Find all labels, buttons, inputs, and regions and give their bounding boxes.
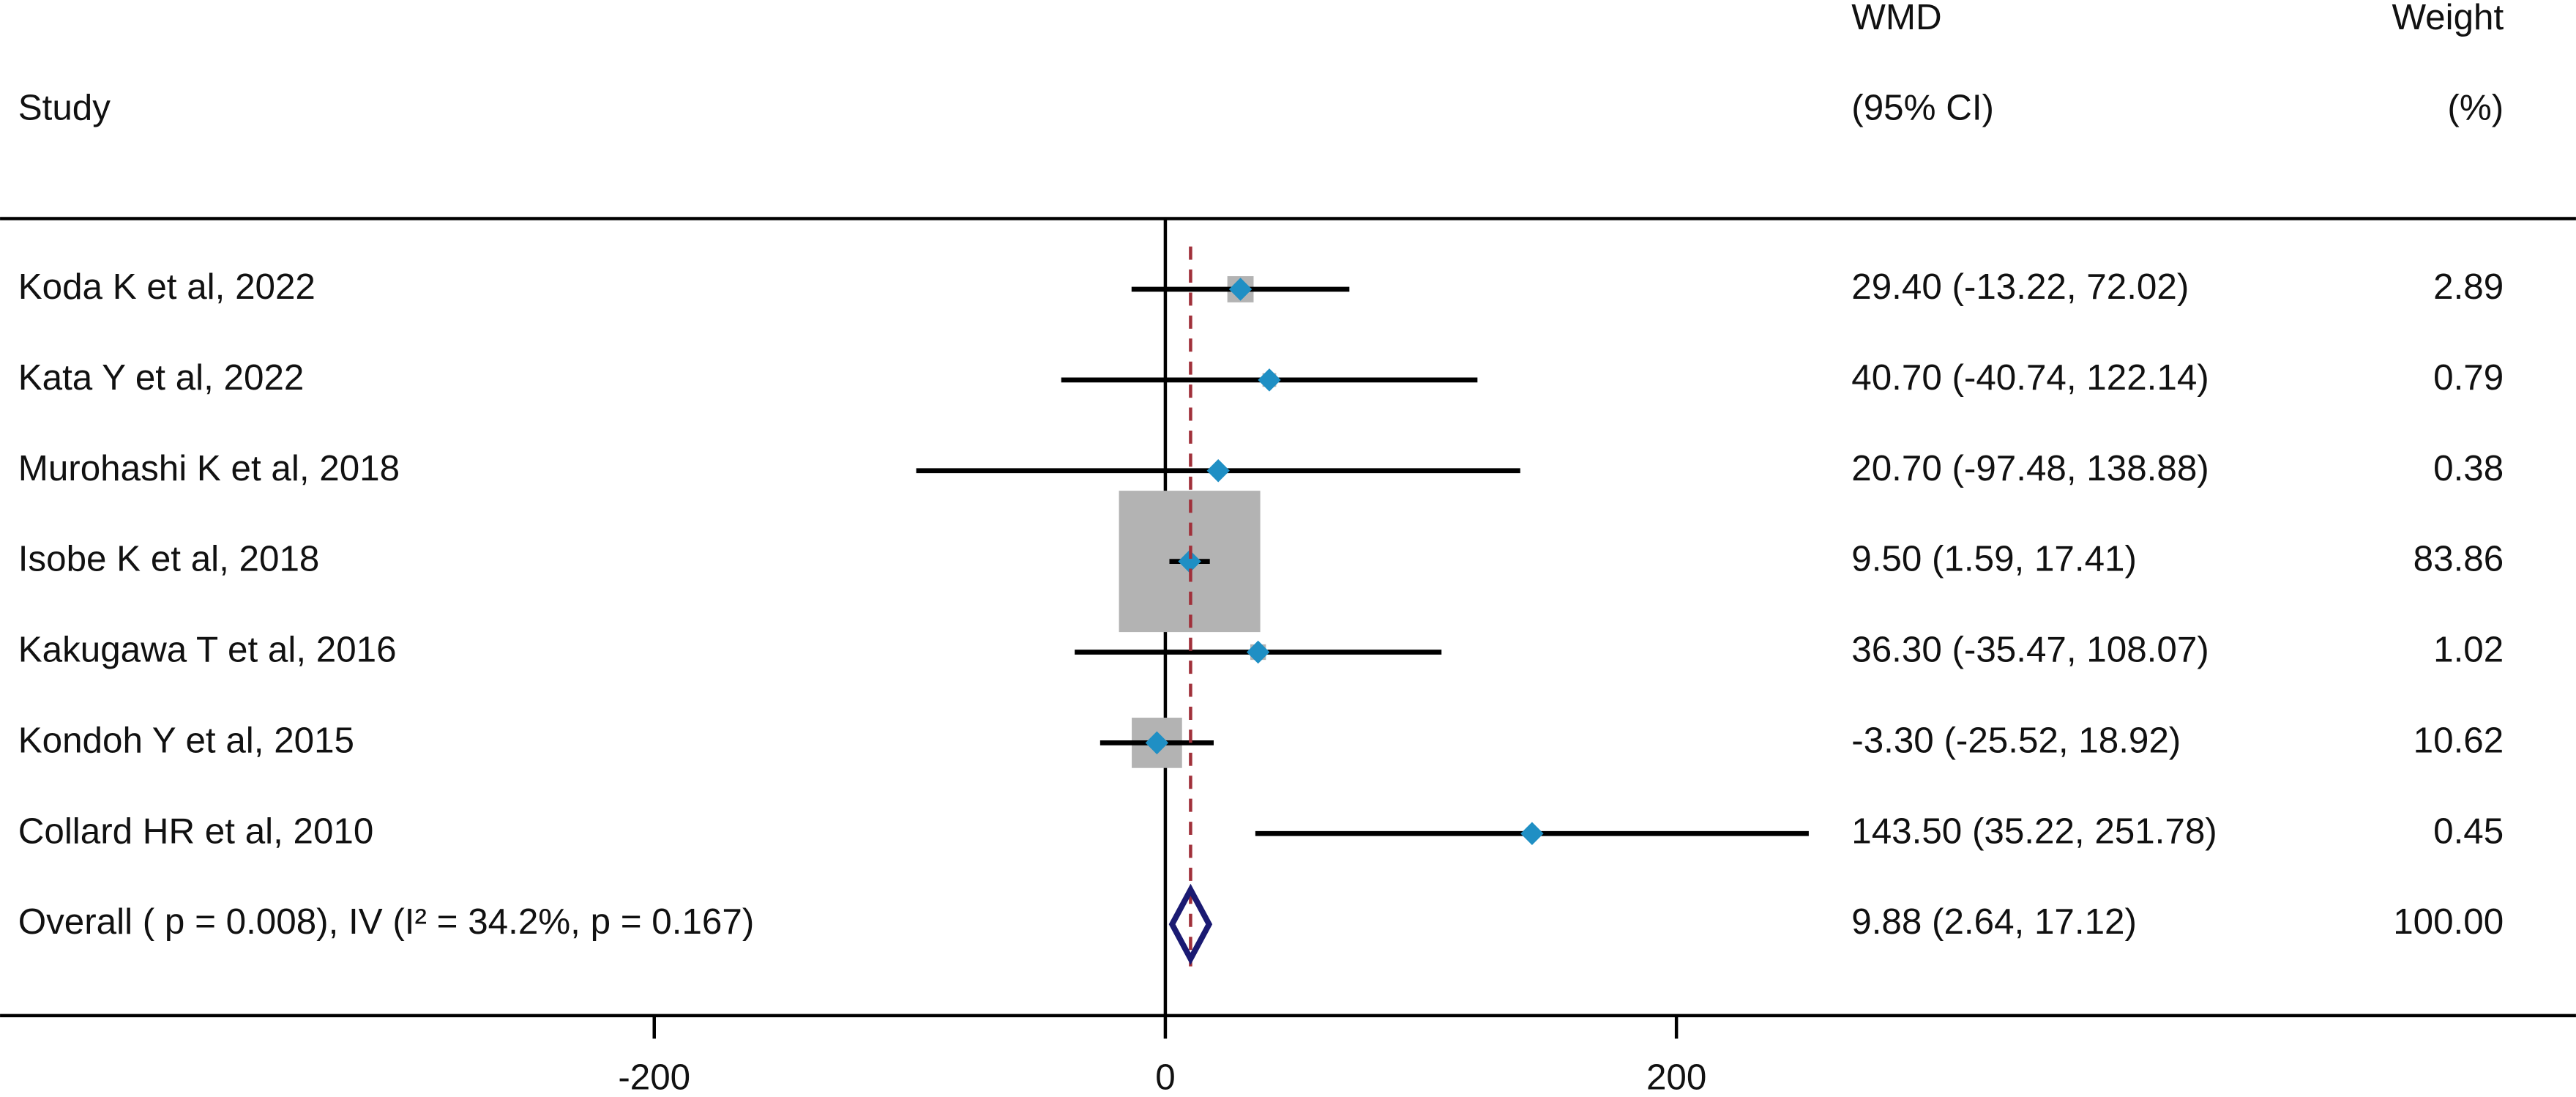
estimate-label: 143.50 (35.22, 251.78) <box>1851 811 2217 851</box>
weight-label: 2.89 <box>2433 267 2504 307</box>
point-estimate <box>1258 368 1281 392</box>
estimate-label: 36.30 (-35.47, 108.07) <box>1851 630 2209 670</box>
study-label: Kata Y et al, 2022 <box>18 357 305 398</box>
weight-label: 1.02 <box>2433 630 2504 670</box>
header-weight-unit: (%) <box>2447 87 2504 127</box>
x-tick-label: 200 <box>1646 1057 1706 1097</box>
study-label: Collard HR et al, 2010 <box>18 811 374 851</box>
study-label: Kakugawa T et al, 2016 <box>18 630 397 670</box>
weight-label: 10.62 <box>2413 720 2504 760</box>
header-estimate-ci: (95% CI) <box>1851 87 1994 127</box>
estimate-label: 40.70 (-40.74, 122.14) <box>1851 357 2209 398</box>
weight-label: 0.45 <box>2433 811 2504 851</box>
x-tick-label: 0 <box>1155 1057 1175 1097</box>
study-label: Kondoh Y et al, 2015 <box>18 720 354 760</box>
estimate-label: 20.70 (-97.48, 138.88) <box>1851 448 2209 488</box>
overall-diamond <box>1168 883 1213 965</box>
weight-label: 0.38 <box>2433 448 2504 488</box>
overall-weight-label: 100.00 <box>2393 901 2504 942</box>
overall-estimate-label: 9.88 (2.64, 17.12) <box>1851 901 2137 942</box>
study-label: Koda K et al, 2022 <box>18 267 316 307</box>
point-estimate <box>1520 822 1544 845</box>
point-estimate <box>1206 459 1230 483</box>
weight-label: 0.79 <box>2433 357 2504 398</box>
weight-label: 83.86 <box>2413 539 2504 579</box>
study-label: Murohashi K et al, 2018 <box>18 448 400 488</box>
header-study: Study <box>18 87 111 127</box>
header-estimate: WMD <box>1851 0 1941 37</box>
point-estimate <box>1246 640 1270 664</box>
estimate-label: 9.50 (1.59, 17.41) <box>1851 539 2137 579</box>
x-tick-label: -200 <box>618 1057 690 1097</box>
overall-label: Overall ( p = 0.008), IV (I² = 34.2%, p … <box>18 901 755 942</box>
study-label: Isobe K et al, 2018 <box>18 539 320 579</box>
estimate-label: -3.30 (-25.52, 18.92) <box>1851 720 2181 760</box>
header-weight: Weight <box>2392 0 2504 37</box>
estimate-label: 29.40 (-13.22, 72.02) <box>1851 267 2189 307</box>
